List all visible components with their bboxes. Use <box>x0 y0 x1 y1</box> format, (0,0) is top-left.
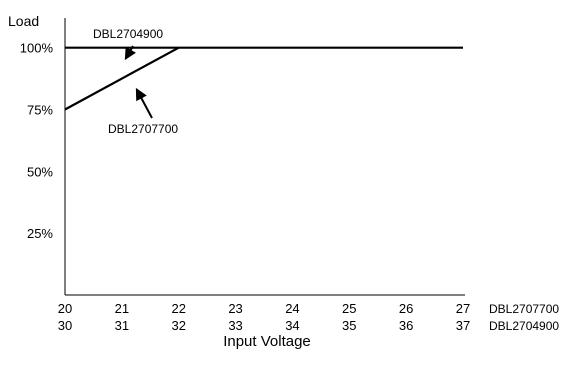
annotations: DBL2704900 DBL2707700 <box>93 27 178 136</box>
x-tick-label: 22 <box>171 301 185 316</box>
y-tick-label: 50% <box>27 164 53 179</box>
annotation-label: DBL2704900 <box>93 27 163 41</box>
x-tick-label: 36 <box>399 318 413 333</box>
y-tick-label: 75% <box>27 103 53 118</box>
x-tick-label: 21 <box>115 301 129 316</box>
x-tick-label: 35 <box>342 318 356 333</box>
x-axis-label: Input Voltage <box>223 333 311 350</box>
x-tick-label: 32 <box>171 318 185 333</box>
x-tick-label: 30 <box>58 318 72 333</box>
x-tick-label: 33 <box>228 318 242 333</box>
x-tick-label: 37 <box>456 318 470 333</box>
annotation-arrow <box>124 45 137 61</box>
y-tick-label: 25% <box>27 226 53 241</box>
x-tick-row-name: DBL2707700 <box>489 302 559 316</box>
y-axis-label: Load <box>8 13 39 29</box>
x-tick-label: 26 <box>399 301 413 316</box>
y-tick-labels: 100% 75% 50% 25% <box>20 41 54 241</box>
x-tick-label: 25 <box>342 301 356 316</box>
x-tick-labels: 20 21 22 23 24 25 26 27 DBL2707700 30 31 32 33 34 35 36… <box>58 301 560 333</box>
x-tick-label: 23 <box>228 301 242 316</box>
x-tick-label: 34 <box>285 318 299 333</box>
series-lines <box>64 46 463 111</box>
x-tick-label: 27 <box>456 301 470 316</box>
y-tick-label: 100% <box>20 41 54 56</box>
x-tick-label: 31 <box>115 318 129 333</box>
x-tick-row-name: DBL2704900 <box>489 319 559 333</box>
annotation-label: DBL2707700 <box>108 122 178 136</box>
x-tick-label: 20 <box>58 301 72 316</box>
axes <box>64 18 465 296</box>
series-line <box>64 46 180 111</box>
x-tick-label: 24 <box>285 301 299 316</box>
annotation-arrow <box>135 87 153 119</box>
